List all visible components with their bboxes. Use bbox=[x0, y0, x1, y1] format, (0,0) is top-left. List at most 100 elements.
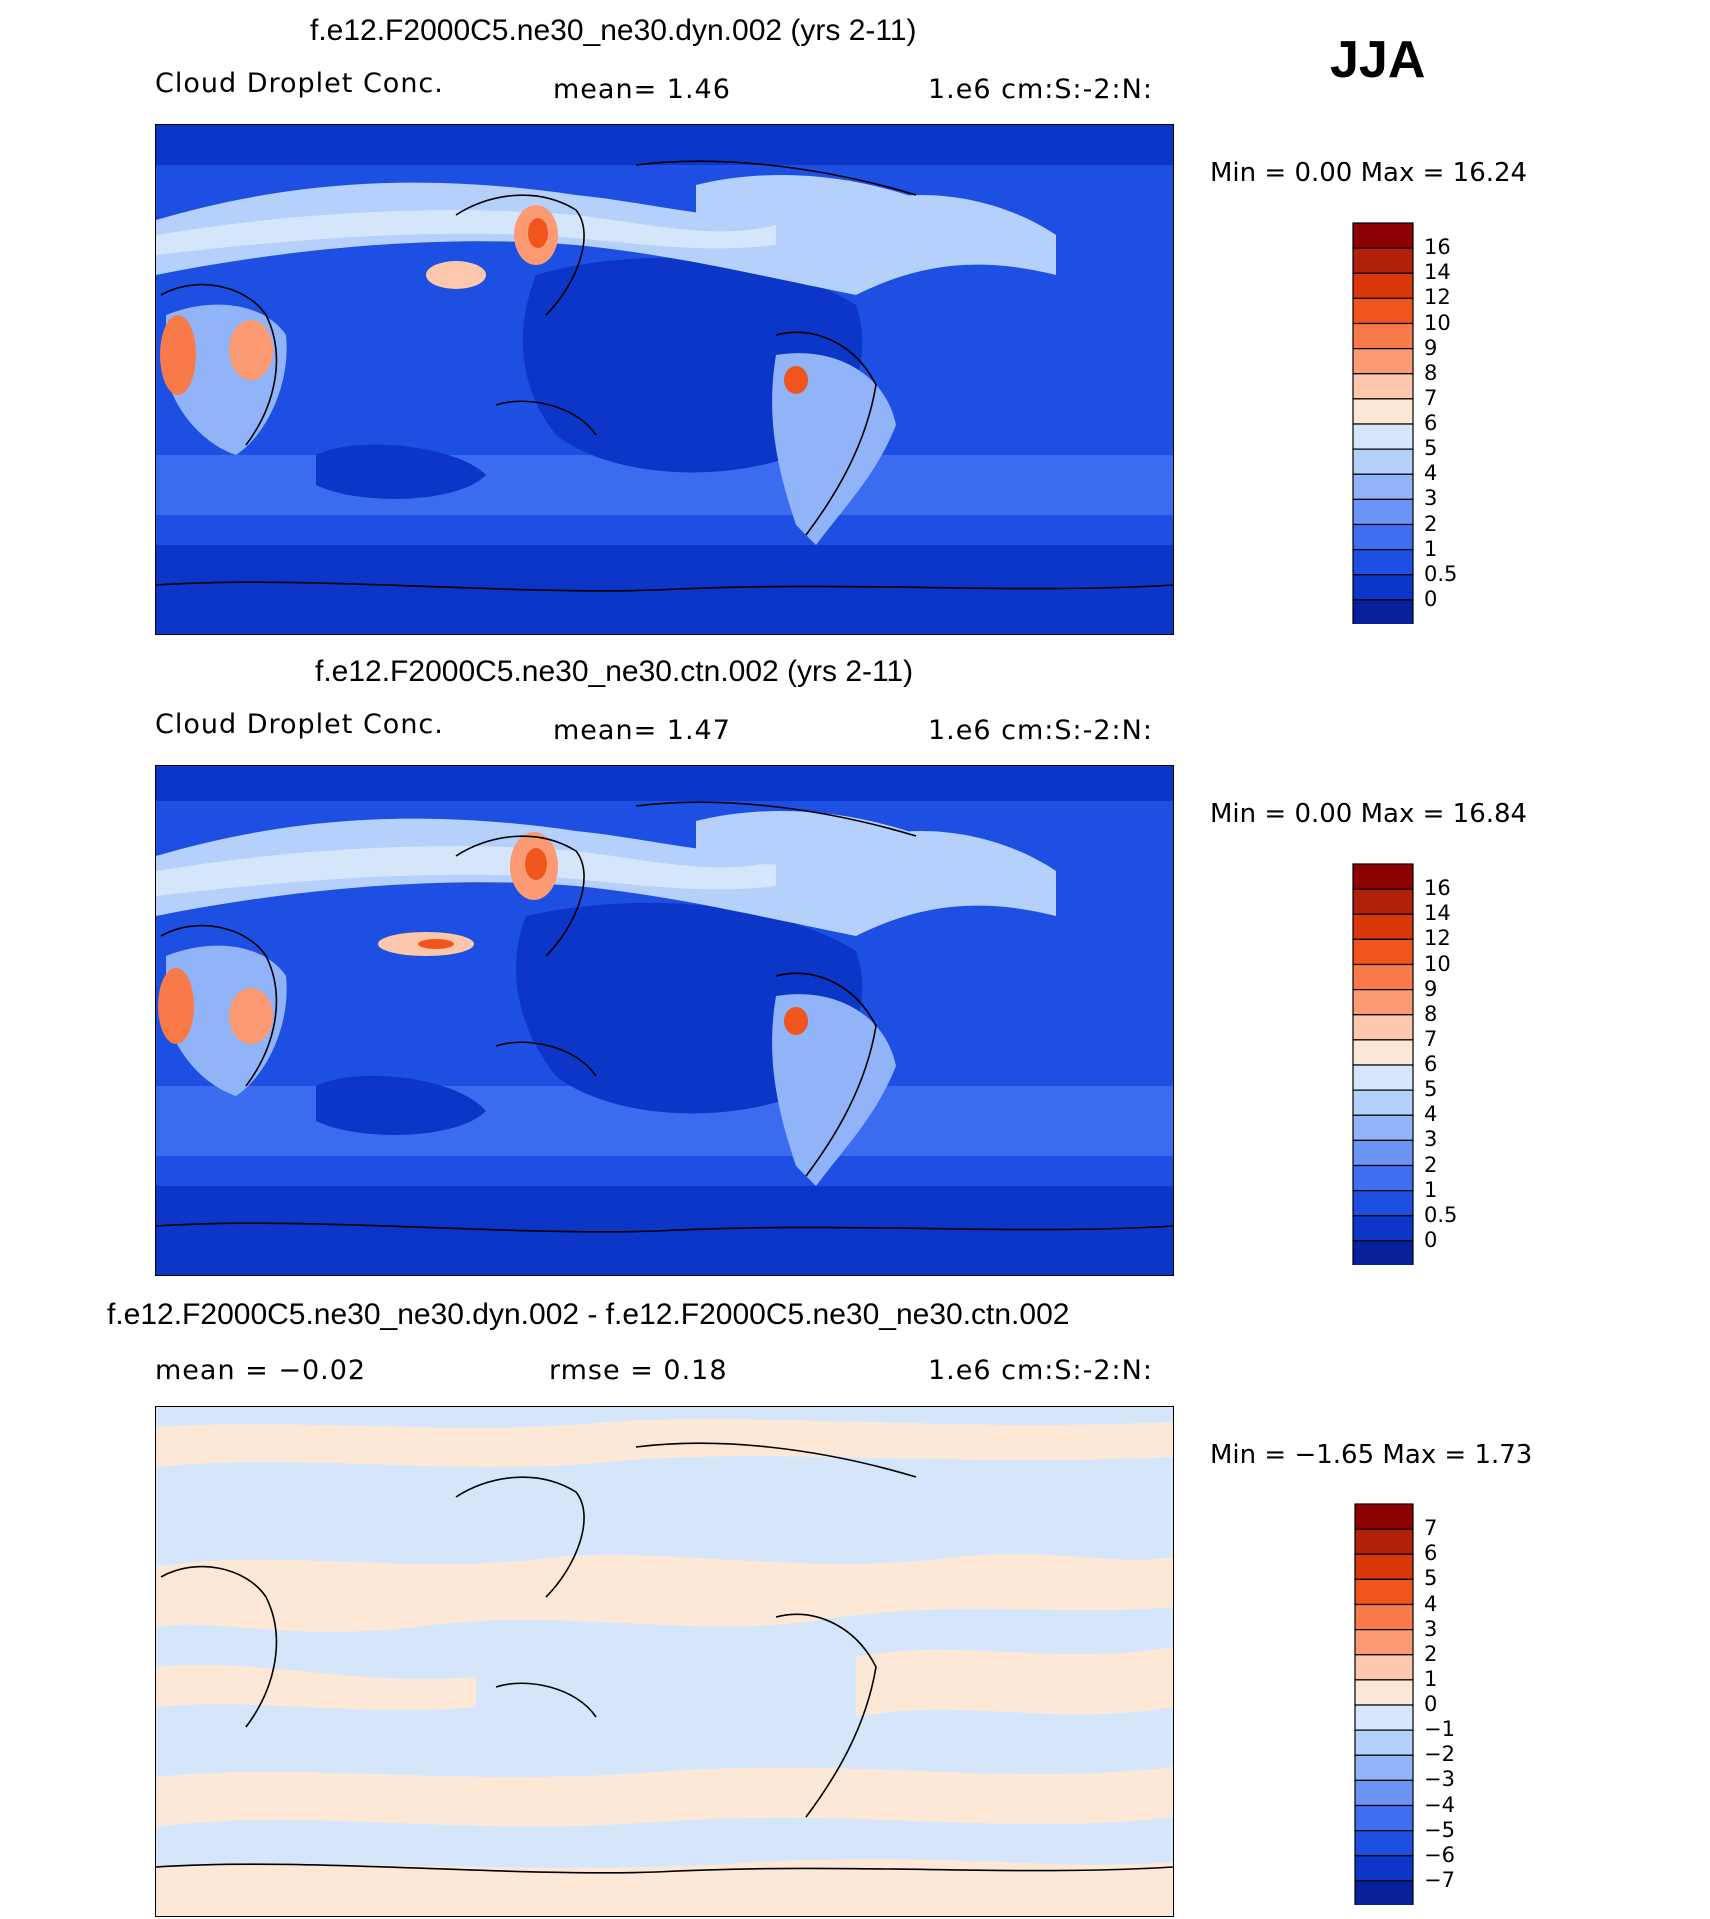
colorbar-tick-label: 7 bbox=[1424, 1026, 1438, 1051]
panel-3-colorbar bbox=[1354, 1503, 1414, 1910]
colorbar-tick-label: −2 bbox=[1424, 1742, 1455, 1767]
colorbar-swatch bbox=[1352, 1215, 1414, 1242]
central-africa-hotspot bbox=[229, 988, 273, 1044]
colorbar-swatch bbox=[1354, 1629, 1414, 1656]
indian-ocean-low bbox=[316, 1075, 486, 1135]
east-asia-hotspot-core bbox=[528, 218, 548, 248]
colorbar-swatch bbox=[1352, 574, 1414, 601]
colorbar-swatch bbox=[1352, 913, 1414, 940]
colorbar-swatch bbox=[1354, 1603, 1414, 1631]
south-america-hotspot bbox=[784, 1007, 808, 1035]
colorbar-swatch bbox=[1352, 473, 1414, 500]
colorbar-swatch bbox=[1354, 1503, 1414, 1530]
panel-1-colorbar bbox=[1352, 222, 1414, 629]
panel-3-mean: mean = −0.02 bbox=[155, 1355, 367, 1386]
colorbar-tick-label: 10 bbox=[1424, 310, 1451, 335]
colorbar-tick-label: 3 bbox=[1424, 1616, 1438, 1641]
colorbar-tick-label: −4 bbox=[1424, 1792, 1455, 1817]
colorbar-tick-label: 14 bbox=[1424, 260, 1451, 285]
colorbar-swatch bbox=[1352, 1164, 1414, 1192]
colorbar-swatch bbox=[1352, 1014, 1414, 1041]
colorbar-tick-label: 14 bbox=[1424, 901, 1451, 926]
colorbar-tick-label: 3 bbox=[1424, 486, 1438, 511]
colorbar-swatch bbox=[1352, 1240, 1414, 1267]
colorbar-tick-label: 0 bbox=[1424, 1227, 1438, 1252]
colorbar-tick-label: 8 bbox=[1424, 1001, 1438, 1026]
americas-region bbox=[772, 353, 896, 545]
colorbar-tick-label: −3 bbox=[1424, 1767, 1455, 1792]
colorbar-swatch bbox=[1352, 322, 1414, 350]
colorbar-tick-label: 5 bbox=[1424, 1566, 1438, 1591]
positive-anomaly-south bbox=[156, 1767, 1173, 1827]
panel-2-colorbar bbox=[1352, 863, 1414, 1270]
colorbar-swatch bbox=[1354, 1855, 1414, 1882]
positive-anomaly-midlat bbox=[156, 1554, 1173, 1632]
south-america-hotspot bbox=[784, 366, 808, 394]
colorbar-tick-label: 8 bbox=[1424, 360, 1438, 385]
colorbar-tick-label: 6 bbox=[1424, 411, 1438, 435]
colorbar-swatch bbox=[1352, 1039, 1414, 1066]
colorbar-swatch bbox=[1352, 938, 1414, 966]
panel-1-title: f.e12.F2000C5.ne30_ne30.dyn.002 (yrs 2-1… bbox=[310, 14, 917, 47]
colorbar-tick-label: 1 bbox=[1424, 1177, 1438, 1202]
colorbar-swatch bbox=[1354, 1830, 1414, 1857]
colorbar-tick-label: 0 bbox=[1424, 1692, 1438, 1716]
colorbar-tick-label: 1 bbox=[1424, 536, 1438, 561]
east-china-hotspot bbox=[426, 261, 486, 289]
colorbar-swatch bbox=[1352, 272, 1414, 299]
colorbar-tick-label: 16 bbox=[1424, 235, 1451, 260]
colorbar-tick-label: 4 bbox=[1424, 461, 1438, 486]
panel-3-map bbox=[155, 1406, 1174, 1917]
colorbar-swatch bbox=[1354, 1880, 1414, 1907]
colorbar-tick-label: 16 bbox=[1424, 876, 1451, 901]
positive-anomaly-tropics bbox=[156, 1664, 476, 1710]
colorbar-tick-label: 12 bbox=[1424, 285, 1451, 310]
colorbar-tick-label: −6 bbox=[1424, 1842, 1455, 1867]
arctic-field bbox=[156, 125, 1173, 165]
colorbar-swatch bbox=[1352, 297, 1414, 325]
colorbar-tick-label: 0.5 bbox=[1424, 561, 1458, 586]
colorbar-tick-label: 4 bbox=[1424, 1591, 1438, 1616]
colorbar-tick-label: 2 bbox=[1424, 1641, 1438, 1666]
colorbar-swatch bbox=[1354, 1578, 1414, 1606]
panel-1-mean: mean= 1.46 bbox=[553, 74, 731, 105]
americas-region bbox=[772, 994, 896, 1186]
north-america-band bbox=[696, 811, 956, 886]
coastline bbox=[156, 801, 1173, 1233]
colorbar-tick-label: −1 bbox=[1424, 1717, 1455, 1742]
panel-2-mean: mean= 1.47 bbox=[553, 715, 731, 746]
colorbar-swatch bbox=[1352, 373, 1414, 400]
colorbar-tick-label: 12 bbox=[1424, 926, 1451, 951]
colorbar-tick-label: 5 bbox=[1424, 436, 1438, 461]
positive-anomaly-north bbox=[156, 1419, 1173, 1467]
colorbar-swatch bbox=[1352, 1139, 1414, 1167]
colorbar-swatch bbox=[1352, 599, 1414, 626]
colorbar-tick-label: 6 bbox=[1424, 1052, 1438, 1076]
central-africa-hotspot bbox=[229, 320, 273, 380]
panel-3-minmax: Min = −1.65 Max = 1.73 bbox=[1210, 1440, 1533, 1470]
positive-anomaly-east bbox=[856, 1647, 1173, 1717]
panel-2-colorbar-swatches bbox=[1352, 863, 1414, 1267]
panel-1-colorbar-swatches bbox=[1352, 222, 1414, 626]
panel-1-minmax: Min = 0.00 Max = 16.24 bbox=[1210, 158, 1528, 188]
colorbar-swatch bbox=[1352, 1089, 1414, 1116]
colorbar-swatch bbox=[1354, 1654, 1414, 1681]
colorbar-tick-label: 7 bbox=[1424, 1516, 1438, 1541]
colorbar-swatch bbox=[1352, 448, 1414, 475]
season-label: JJA bbox=[1330, 31, 1426, 89]
colorbar-tick-label: −7 bbox=[1424, 1867, 1455, 1892]
colorbar-swatch bbox=[1354, 1704, 1414, 1731]
panel-2-units: 1.e6 cm:S:-2:N: bbox=[928, 715, 1153, 746]
arctic-field bbox=[156, 766, 1173, 801]
colorbar-swatch bbox=[1352, 989, 1414, 1016]
colorbar-tick-label: 0.5 bbox=[1424, 1202, 1458, 1227]
colorbar-swatch bbox=[1352, 423, 1414, 450]
colorbar-swatch bbox=[1352, 963, 1414, 991]
colorbar-swatch bbox=[1352, 1190, 1414, 1217]
colorbar-swatch bbox=[1354, 1754, 1414, 1781]
positive-anomaly-antarctic bbox=[156, 1859, 1173, 1916]
colorbar-swatch bbox=[1354, 1679, 1414, 1706]
panel-2-variable: Cloud Droplet Conc. bbox=[155, 709, 444, 740]
colorbar-tick-label: 5 bbox=[1424, 1077, 1438, 1102]
colorbar-tick-label: 3 bbox=[1424, 1127, 1438, 1152]
